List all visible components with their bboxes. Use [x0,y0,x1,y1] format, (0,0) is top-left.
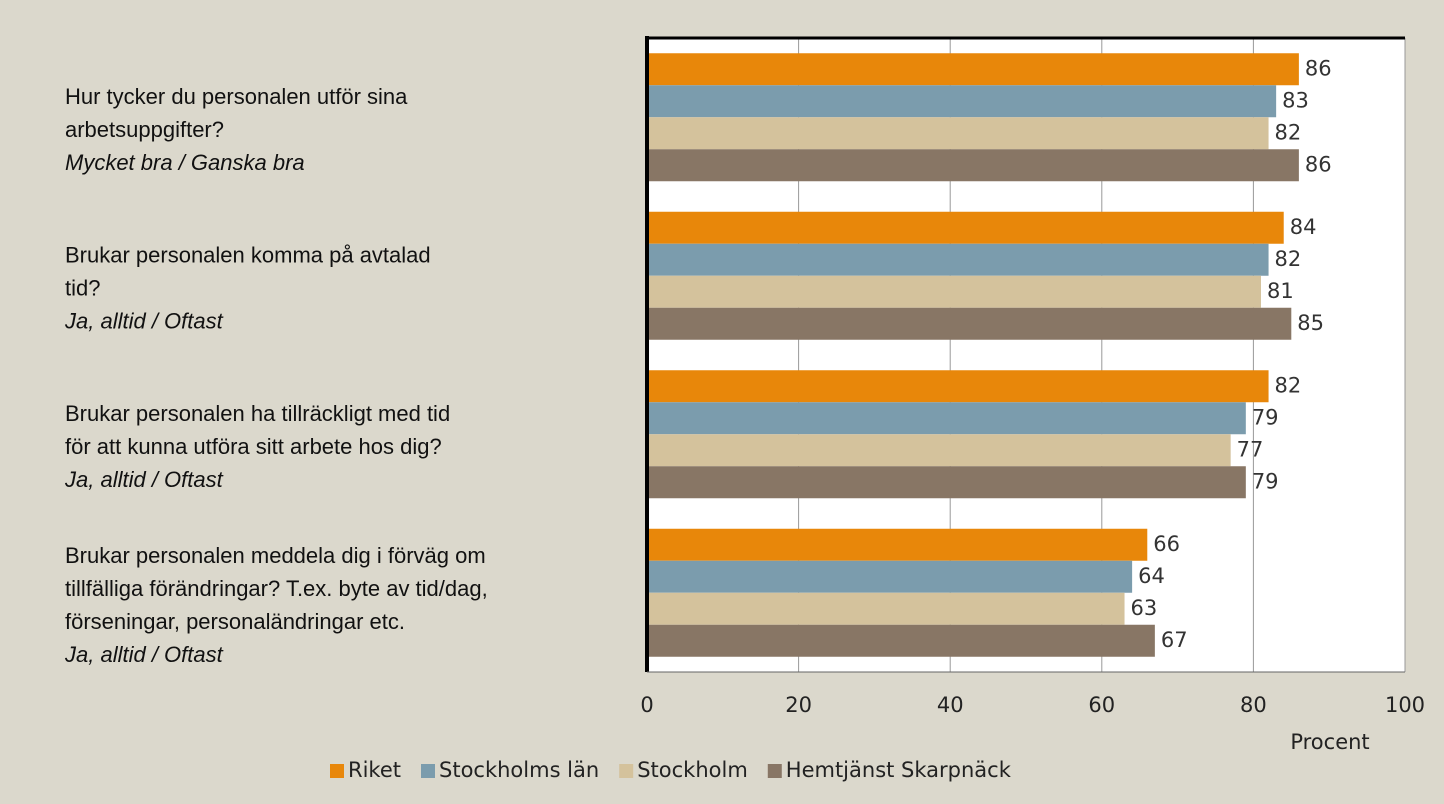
x-tick-label: 0 [640,693,653,717]
category-label: för att kunna utföra sitt arbete hos dig… [65,434,442,459]
value-label: 82 [1275,120,1302,144]
bar [647,370,1269,403]
legend-label: Stockholm [637,758,748,782]
category-label: Brukar personalen komma på avtalad [65,243,431,268]
legend-swatch [421,764,435,778]
x-tick-label: 40 [937,693,964,717]
value-label: 83 [1282,88,1309,112]
bar [647,243,1269,276]
legend-label: Stockholms län [439,758,599,782]
category-label: Hur tycker du personalen utför sina [65,84,408,109]
category-answer: Ja, alltid / Oftast [64,309,224,334]
value-label: 79 [1252,469,1279,493]
category-label: arbetsuppgifter? [65,117,224,142]
category-answer: Mycket bra / Ganska bra [65,150,305,175]
bar [647,434,1231,467]
bar [647,275,1261,308]
x-tick-label: 60 [1088,693,1115,717]
x-tick-label: 100 [1385,693,1425,717]
category-label: Brukar personalen ha tillräckligt med ti… [65,401,450,426]
bar [647,85,1277,118]
category-label: förseningar, personaländringar etc. [65,609,405,634]
bar [647,117,1269,150]
value-label: 66 [1153,532,1180,556]
bar [647,53,1299,86]
value-label: 85 [1297,311,1324,335]
legend-swatch [619,764,634,778]
legend-swatch [767,764,782,778]
legend-label: Riket [348,758,401,782]
bar [647,466,1246,499]
value-label: 82 [1275,373,1302,397]
bar [647,624,1155,657]
category-label: Brukar personalen meddela dig i förväg o… [65,543,486,568]
category-label: tillfälliga förändringar? T.ex. byte av … [65,576,488,601]
bar [647,592,1125,625]
category-label: tid? [65,276,100,301]
bar [647,211,1284,244]
bar [647,560,1133,593]
legend-swatch [330,764,344,778]
value-label: 82 [1275,247,1302,271]
bar [647,307,1292,340]
value-label: 81 [1267,279,1294,303]
value-label: 77 [1237,437,1264,461]
value-label: 86 [1305,152,1332,176]
value-label: 63 [1131,596,1158,620]
value-label: 84 [1290,215,1317,239]
category-answer: Ja, alltid / Oftast [64,642,224,667]
category-answer: Ja, alltid / Oftast [64,467,224,492]
value-label: 64 [1138,564,1165,588]
legend-label: Hemtjänst Skarpnäck [786,758,1012,782]
x-tick-label: 80 [1240,693,1267,717]
x-tick-label: 20 [785,693,812,717]
bar [647,528,1148,561]
value-label: 86 [1305,56,1332,80]
bar [647,402,1246,435]
bar [647,149,1299,182]
value-label: 79 [1252,405,1279,429]
x-axis-label: Procent [1290,730,1369,754]
value-label: 67 [1161,628,1188,652]
